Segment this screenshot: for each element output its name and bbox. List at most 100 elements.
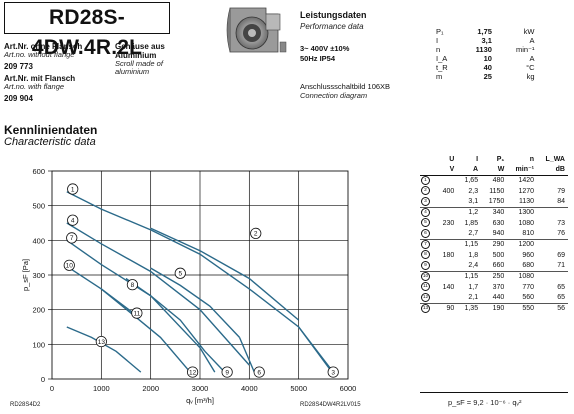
x-tick-label: 2000 [142, 384, 159, 393]
curve-label-circle-9 [221, 366, 233, 378]
table-cell: 1150 [489, 187, 505, 195]
table-row: 1 1,65 480 1420 [420, 176, 568, 187]
curve-label-circle-4 [67, 214, 79, 226]
curve-10 [66, 265, 191, 373]
table-cell: 7 [420, 240, 436, 251]
table-cell: 400 [442, 187, 455, 195]
table-cell: 2,4 [468, 261, 479, 269]
voltage: 3~ 400V ±10% [300, 44, 350, 53]
curve-label-6: 6 [257, 369, 261, 376]
table-cell: 3 [420, 196, 436, 208]
table-cell: 2,7 [468, 229, 479, 237]
curve-label-circle-8 [126, 279, 139, 291]
table-row: 11 140 1,7 370 770 65 [420, 282, 568, 292]
curve-label-circle-3 [327, 366, 339, 378]
table-header-cell: n [529, 156, 535, 163]
performance-value: 3,1 [481, 36, 492, 45]
housing-label: Gehäuse aus [115, 42, 165, 51]
table-cell: 1,2 [468, 209, 479, 217]
curve-label-circle-1 [67, 183, 79, 195]
table-cell [436, 272, 457, 283]
table-cell [537, 176, 568, 187]
y-tick-label: 100 [32, 340, 45, 349]
curve-label-circle-13 [95, 335, 107, 348]
curve-number-badge: 2 [421, 186, 430, 196]
performance-unit: A [529, 36, 535, 45]
curve-label-circle-2 [250, 227, 262, 240]
curve-label-9: 9 [225, 369, 229, 376]
table-cell: 76 [557, 229, 565, 237]
table-cell: 770 [522, 283, 535, 291]
table-cell: 1,15 [464, 241, 479, 249]
table-cell: 940 [492, 229, 505, 237]
performance-value: 25 [483, 72, 492, 81]
performance-row: I_A 10 A [434, 54, 537, 63]
performance-row: m 25 kg [434, 72, 537, 81]
x-tick-label: 4000 [241, 384, 258, 393]
performance-symbol: n [436, 45, 441, 54]
curve-label-2: 2 [254, 231, 258, 238]
pressure-formula: p_sF = 9,2 · 10⁻⁶ · qᵥ² [448, 398, 522, 407]
curve-7 [66, 239, 216, 373]
table-cell [436, 197, 457, 208]
table-cell: 1750 [488, 197, 505, 205]
curve-11 [100, 288, 137, 316]
table-row: 6 2,7 940 810 76 [420, 228, 568, 240]
curve-label-circle-11 [131, 307, 143, 319]
table-cell: 560 [522, 293, 535, 301]
characteristic-chart: 0 1000 2000 3000 4000 5000 6000 0 100 200 300 400 50… [21, 167, 356, 405]
section-subtitle: Characteristic data [4, 136, 96, 148]
curve-number-badge: 9 [421, 260, 430, 270]
table-cell: 190 [492, 305, 505, 313]
table-row: 4 1,2 340 1300 [420, 208, 568, 219]
curve-label-circle-12 [187, 366, 199, 378]
table-cell: 12 [420, 292, 436, 304]
curve-label-8: 8 [131, 282, 135, 289]
art-no-without-flange-label: Art.Nr. ohne Flansch [4, 42, 83, 51]
x-axis-label: qᵥ [m³/h] [186, 396, 214, 405]
performance-row: P₁ 1,75 kW [434, 27, 537, 36]
table-unit-cell: min⁻¹ [515, 166, 535, 173]
table-row: 9 2,4 660 680 71 [420, 260, 568, 272]
curve-13 [66, 326, 142, 373]
table-header-cell: U [449, 156, 455, 163]
chart-footer-right: RD28S4DW4R2LV015 [300, 402, 361, 408]
curve-label-11: 11 [133, 310, 140, 317]
housing-material: Aluminium [115, 51, 157, 60]
performance-symbol: I_A [436, 54, 448, 63]
table-cell [436, 240, 457, 251]
table-cell: 550 [522, 305, 535, 313]
table-unit-cell: V [449, 166, 455, 173]
table-cell: 1270 [518, 187, 535, 195]
table-cell: 65 [557, 283, 565, 291]
table-cell [436, 261, 457, 272]
table-cell: 960 [522, 251, 535, 259]
performance-symbol: P₁ [436, 27, 444, 36]
y-tick-label: 500 [32, 202, 45, 211]
table-row: 2 400 2,3 1150 1270 79 [420, 186, 568, 196]
table-cell: 1,7 [468, 283, 479, 291]
table-unit-cell [420, 165, 436, 176]
curve-label-12: 12 [189, 369, 197, 376]
table-cell: 90 [446, 305, 455, 313]
art-no-without-flange-label-en: Art.no. without flange [4, 50, 75, 59]
table-cell: 680 [522, 261, 535, 269]
performance-row: I 3,1 A [434, 36, 537, 45]
table-cell: 1,15 [464, 273, 479, 281]
table-cell [436, 293, 457, 304]
art-no-with-flange-label: Art.Nr. mit Flansch [4, 74, 76, 83]
curve-label-circle-5 [174, 267, 186, 279]
table-row: 5 230 1,85 630 1080 73 [420, 218, 568, 228]
table-divider [420, 392, 568, 393]
frequency: 50Hz IP54 [300, 54, 336, 63]
table-cell: 250 [492, 273, 505, 281]
table-cell: 8 [420, 250, 436, 260]
table-cell: 9 [420, 260, 436, 272]
table-cell: 290 [492, 241, 505, 249]
table-cell: 1,8 [468, 251, 479, 259]
y-tick-label: 200 [32, 306, 45, 315]
performance-row: n 1130 min⁻¹ [434, 45, 537, 54]
table-row: 8 180 1,8 500 960 69 [420, 250, 568, 260]
